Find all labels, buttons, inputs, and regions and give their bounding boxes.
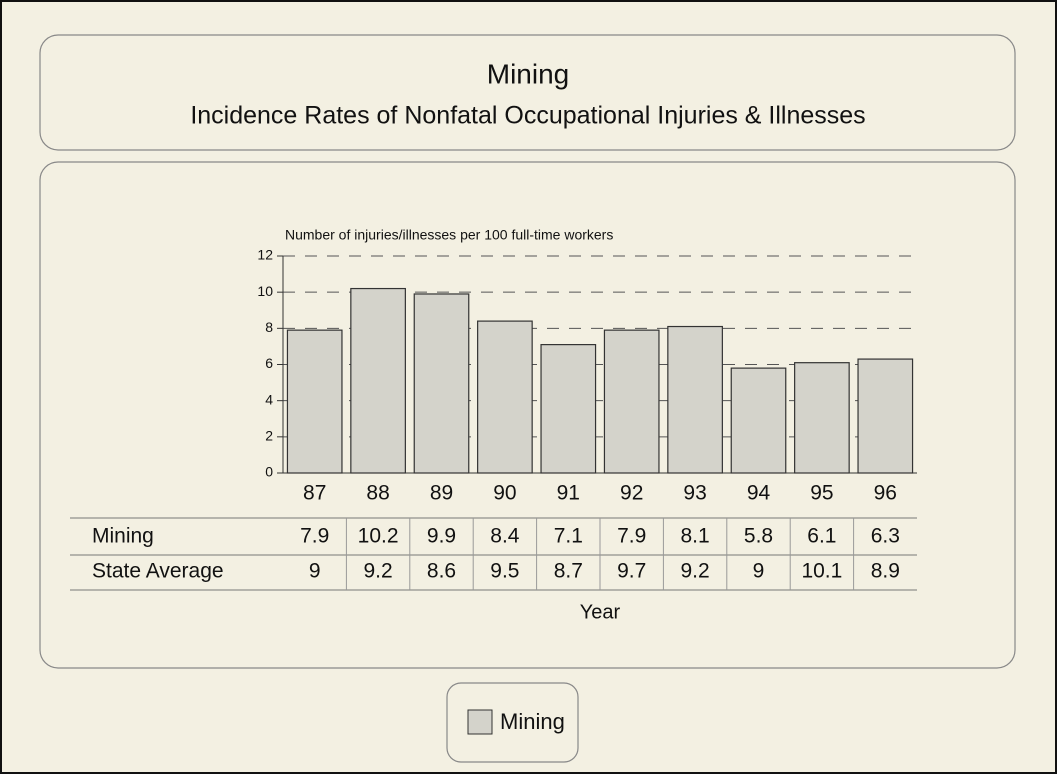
table-cell: 8.4 [490,525,520,548]
table-cell: 9 [309,560,321,583]
bar [350,287,406,474]
chart-title: Mining [487,58,569,89]
table-cell: 7.1 [554,525,583,548]
chart-subtitle: Incidence Rates of Nonfatal Occupational… [190,102,865,130]
table-cell: 9.7 [617,560,646,583]
plot-panel [39,161,1016,669]
bar [603,329,660,474]
table-cell: 5.8 [744,525,773,548]
bar [730,367,787,474]
table-row-label: Mining [92,525,154,548]
table-cell: 9.2 [680,560,709,583]
legend-panel [446,682,579,763]
x-tick-label: 87 [303,482,326,505]
bar [667,325,723,474]
table-cell: 10.1 [801,560,842,583]
x-tick-label: 89 [430,482,453,505]
bar [286,329,343,474]
bar [413,293,470,474]
table-cell: 6.1 [807,525,836,548]
x-tick-label: 93 [683,482,706,505]
y-tick-label: 0 [265,464,273,480]
table-cell: 9.2 [363,560,392,583]
table-cell: 8.7 [554,560,583,583]
x-tick-label: 90 [493,482,516,505]
x-tick-label: 96 [874,482,897,505]
table-cell: 7.9 [300,525,329,548]
legend-label: Mining [500,709,565,734]
y-tick-label: 6 [265,355,273,371]
bar [857,358,914,474]
y-tick-label: 8 [265,319,273,335]
bar [477,320,533,474]
table-cell: 9.5 [490,560,519,583]
y-tick-label: 12 [257,247,273,263]
table-cell: 7.9 [617,525,646,548]
table-cell: 6.3 [871,525,900,548]
y-tick-label: 4 [265,391,273,407]
x-tick-label: 95 [810,482,833,505]
table-row-label: State Average [92,560,224,583]
table-cell: 9 [753,560,765,583]
x-tick-label: 91 [557,482,580,505]
table-cell: 9.9 [427,525,456,548]
table-cell: 8.9 [871,560,900,583]
legend-swatch [467,709,493,735]
table-cell: 10.2 [358,525,399,548]
x-axis-label: Year [580,601,621,623]
bar [540,344,597,474]
y-tick-label: 10 [257,283,273,299]
y-axis-label: Number of injuries/illnesses per 100 ful… [285,227,613,243]
table-cell: 8.1 [680,525,709,548]
y-tick-label: 2 [265,428,273,444]
bar [794,362,850,474]
x-tick-label: 88 [366,482,389,505]
table-cell: 8.6 [427,560,456,583]
title-panel [39,34,1016,151]
x-tick-label: 94 [747,482,771,505]
x-tick-label: 92 [620,482,643,505]
